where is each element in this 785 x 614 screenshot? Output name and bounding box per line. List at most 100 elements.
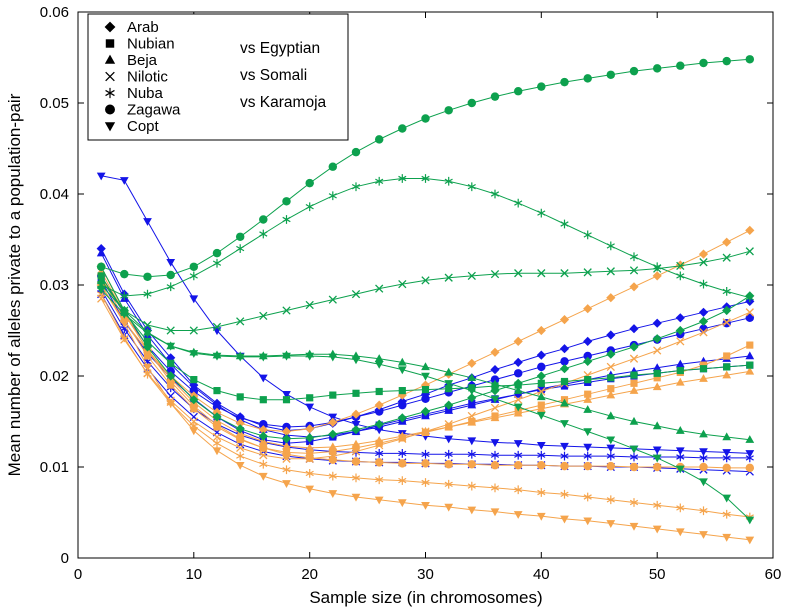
triangle-down-marker [606, 444, 616, 453]
x-marker [236, 317, 245, 326]
triangle-up-marker [745, 435, 755, 443]
asterisk-marker [490, 450, 500, 460]
diamond-marker [606, 330, 616, 340]
asterisk-marker [467, 481, 476, 491]
square-marker [352, 444, 360, 452]
triangle-down-marker [490, 395, 500, 404]
triangle-up-marker [583, 395, 593, 403]
square-marker [723, 352, 731, 360]
triangle-down-marker [328, 490, 338, 498]
x-marker [212, 322, 222, 332]
x-marker [745, 308, 754, 317]
triangle-down-marker [675, 447, 685, 456]
triangle-up-marker [513, 408, 523, 417]
triangle-down-marker [421, 501, 430, 510]
asterisk-marker [606, 495, 615, 505]
x-marker [560, 269, 569, 278]
diamond-marker [606, 349, 616, 359]
legend-comparison-vs-somali: vs Somali [240, 67, 307, 84]
circle-marker [722, 56, 731, 66]
asterisk-marker [444, 449, 453, 459]
asterisk-marker [514, 198, 523, 208]
x-tick-label: 30 [417, 566, 434, 583]
diamond-marker [536, 350, 546, 360]
legend-comparison-vs-egyptian: vs Egyptian [240, 40, 320, 57]
circle-marker [259, 443, 268, 453]
triangle-down-marker [282, 352, 291, 361]
x-marker [537, 387, 546, 396]
x-marker [653, 346, 662, 355]
x-marker [699, 328, 708, 337]
legend-item-nubian: Nubian [127, 36, 175, 53]
triangle-down-marker [490, 508, 500, 517]
triangle-down-marker [513, 403, 523, 412]
triangle-down-marker [305, 403, 315, 412]
square-marker [445, 385, 453, 393]
x-tick-label: 10 [185, 566, 202, 583]
triangle-up-marker [444, 422, 454, 431]
x-tick-label: 60 [765, 566, 782, 583]
diamond-marker [675, 325, 685, 336]
triangle-up-marker [96, 275, 106, 284]
asterisk-marker [537, 208, 546, 218]
triangle-down-marker [583, 517, 593, 526]
circle-marker [560, 461, 569, 471]
circle-marker [166, 377, 175, 386]
triangle-up-marker [513, 386, 523, 394]
x-marker [259, 451, 268, 460]
asterisk-marker [629, 252, 639, 262]
asterisk-marker [583, 492, 592, 502]
square-marker [653, 374, 661, 382]
circle-marker [629, 462, 639, 472]
diamond-marker [189, 395, 199, 405]
triangle-up-marker [374, 436, 384, 444]
asterisk-marker [699, 506, 708, 516]
circle-marker [722, 463, 731, 473]
asterisk-marker [398, 174, 407, 183]
y-tick-label: 0.06 [40, 4, 69, 21]
diamond-marker [722, 237, 732, 247]
triangle-down-marker [536, 441, 546, 450]
x-marker [189, 326, 198, 335]
triangle-down-marker [560, 420, 569, 428]
triangle-up-marker [652, 382, 662, 391]
asterisk-marker [537, 450, 546, 460]
x-marker [305, 300, 314, 310]
asterisk-marker [444, 176, 453, 186]
y-axis-label: Mean number of alleles private to a popu… [5, 93, 24, 476]
asterisk-marker [722, 509, 731, 519]
x-tick-label: 20 [301, 566, 318, 583]
diamond-marker [583, 336, 593, 346]
triangle-up-marker [699, 429, 708, 438]
square-marker [537, 379, 545, 387]
triangle-down-marker [629, 522, 639, 531]
asterisk-marker [745, 293, 754, 303]
square-marker [143, 352, 152, 360]
asterisk-marker [606, 451, 615, 461]
triangle-down-marker [143, 329, 152, 338]
asterisk-marker [375, 449, 384, 458]
circle-marker [212, 402, 222, 412]
x-marker [398, 434, 407, 443]
triangle-down-marker [467, 437, 477, 446]
square-marker [560, 377, 569, 386]
diamond-marker [490, 347, 500, 357]
diamond-marker [583, 356, 593, 366]
circle-marker [105, 104, 115, 115]
circle-marker [513, 86, 523, 96]
asterisk-marker [105, 87, 115, 99]
series-line-zagawa-vs-egyptian [100, 275, 750, 428]
circle-marker [398, 400, 407, 410]
diamond-marker [536, 325, 546, 336]
circle-marker [305, 453, 314, 463]
triangle-down-marker [513, 511, 523, 519]
x-marker [421, 276, 430, 285]
circle-marker [606, 461, 616, 471]
circle-marker [212, 420, 222, 430]
triangle-down-marker [189, 350, 199, 358]
triangle-up-marker [96, 248, 106, 257]
triangle-up-marker [490, 413, 500, 422]
x-marker [212, 432, 222, 442]
circle-marker [351, 147, 361, 157]
asterisk-marker [282, 215, 291, 224]
